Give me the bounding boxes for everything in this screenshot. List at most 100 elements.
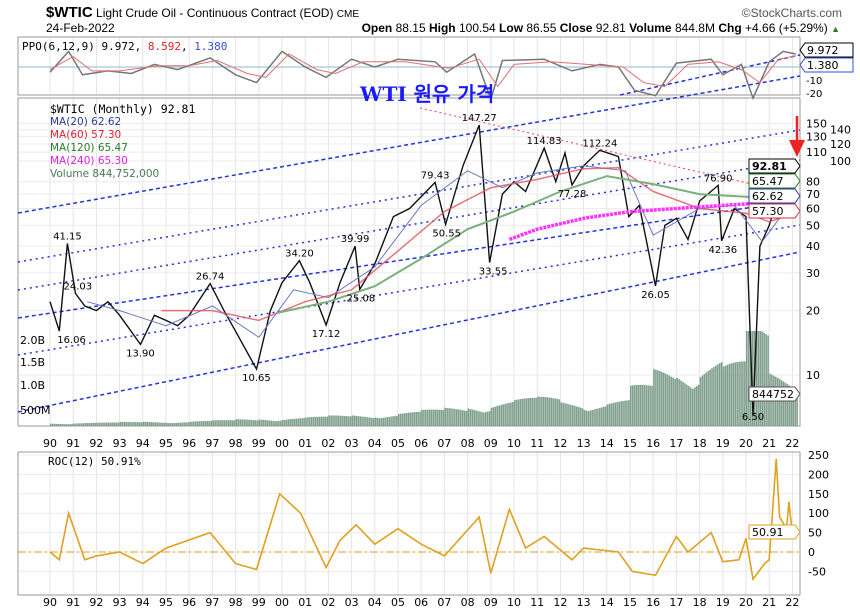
volume-bar [469,408,472,426]
volume-bar [521,398,524,426]
volume-bar [316,416,319,426]
volume-bar [616,402,619,426]
value-tag-text: 57.30 [752,205,784,218]
volume-bar [121,421,124,426]
x-tick-label: 20 [739,437,753,450]
volume-bar [525,398,528,426]
volume-bar [423,409,425,426]
volume-bar [620,401,622,426]
volume-bar [463,410,466,426]
volume-bar [504,403,506,426]
volume-bar [86,423,89,426]
channel-line [17,75,801,214]
data-label: 147.27 [462,113,497,124]
data-label: 39.99 [341,234,370,245]
volume-bar [759,331,762,426]
volume-bar [243,419,245,426]
volume-bar [210,420,213,426]
volume-bar [794,395,796,426]
y-tick-label: 110 [806,146,827,159]
volume-bar [732,362,735,426]
volume-tick-label: 500M [20,404,51,417]
chart-title: $WTIC Light Crude Oil - Continuous Contr… [46,4,359,21]
volume-bar [276,420,278,426]
volume-bar [456,409,458,426]
volume-bar [117,422,120,426]
volume-bar [628,400,630,426]
volume-bar [222,420,224,426]
volume-bar [604,406,607,426]
volume-bar [587,411,590,426]
volume-bar [262,419,265,426]
data-label: 25.08 [347,294,376,305]
volume-bar [651,385,653,426]
volume-bar [150,422,153,426]
volume-bar [486,411,489,426]
volume-bar [322,416,325,426]
volume-bar [442,409,445,426]
volume-bar [239,419,242,426]
volume-bar [481,412,483,426]
volume-bar [224,420,226,426]
volume-bar [633,385,636,426]
volume-bar [512,402,514,426]
volume-tick-label: 1.5B [20,356,45,369]
volume-bar [293,418,296,426]
symbol: $WTIC [46,4,93,21]
y-tick-label: 100 [830,155,851,168]
volume-bar [506,403,508,426]
volume-bar [717,364,719,426]
x-tick-label: 01 [298,596,312,609]
ppo-legend-signal: 8.592 [147,40,181,53]
volume-bar [202,421,205,426]
volume-bar [311,417,313,426]
y-tick-label: 20 [806,305,820,318]
low-label: Low [499,21,524,35]
volume-bar [668,375,671,426]
volume-bar [736,362,738,426]
volume-bar [359,416,361,426]
volume-bar [601,407,603,426]
data-label: 41.15 [53,232,82,243]
volume-bar [166,422,168,426]
series-lines [18,50,800,582]
volume-bar [767,335,769,426]
volume-bar [593,409,595,426]
x-tick-label: 94 [136,596,150,609]
volume-bar [492,407,495,426]
chg-label: Chg [718,21,742,35]
volume-bar [137,422,139,426]
volume-bar [639,384,642,426]
volume-value: 844.8M [674,21,715,35]
x-tick-label: 98 [229,437,243,450]
volume-bar [208,420,211,426]
value-tag-text: 9.972 [807,44,839,57]
volume-bar [345,416,348,426]
x-tick-label: 98 [229,596,243,609]
volume-bar [247,419,249,426]
volume-bar [92,422,95,426]
data-label: 77.28 [558,189,587,200]
volume-bar [693,387,696,426]
volume-bar [744,361,746,426]
volume-bar [682,381,684,426]
volume-bar [88,423,91,426]
roc-tick-label: 250 [808,449,829,462]
data-label: 17.12 [312,329,341,340]
volume-bar [341,415,344,426]
x-tick-label: 19 [716,437,730,450]
volume-bar [689,387,692,426]
volume-bar [572,405,574,426]
volume-bar [212,420,214,426]
volume-bar [61,424,64,426]
volume-bar [403,413,406,426]
volume-bar [111,422,114,426]
volume-bar [440,409,443,426]
x-tick-label: 09 [484,596,498,609]
volume-bar [407,412,410,426]
volume-bar [187,422,189,426]
volume-bar [686,384,688,426]
volume-bar [624,400,626,426]
x-tick-label: 16 [646,437,660,450]
